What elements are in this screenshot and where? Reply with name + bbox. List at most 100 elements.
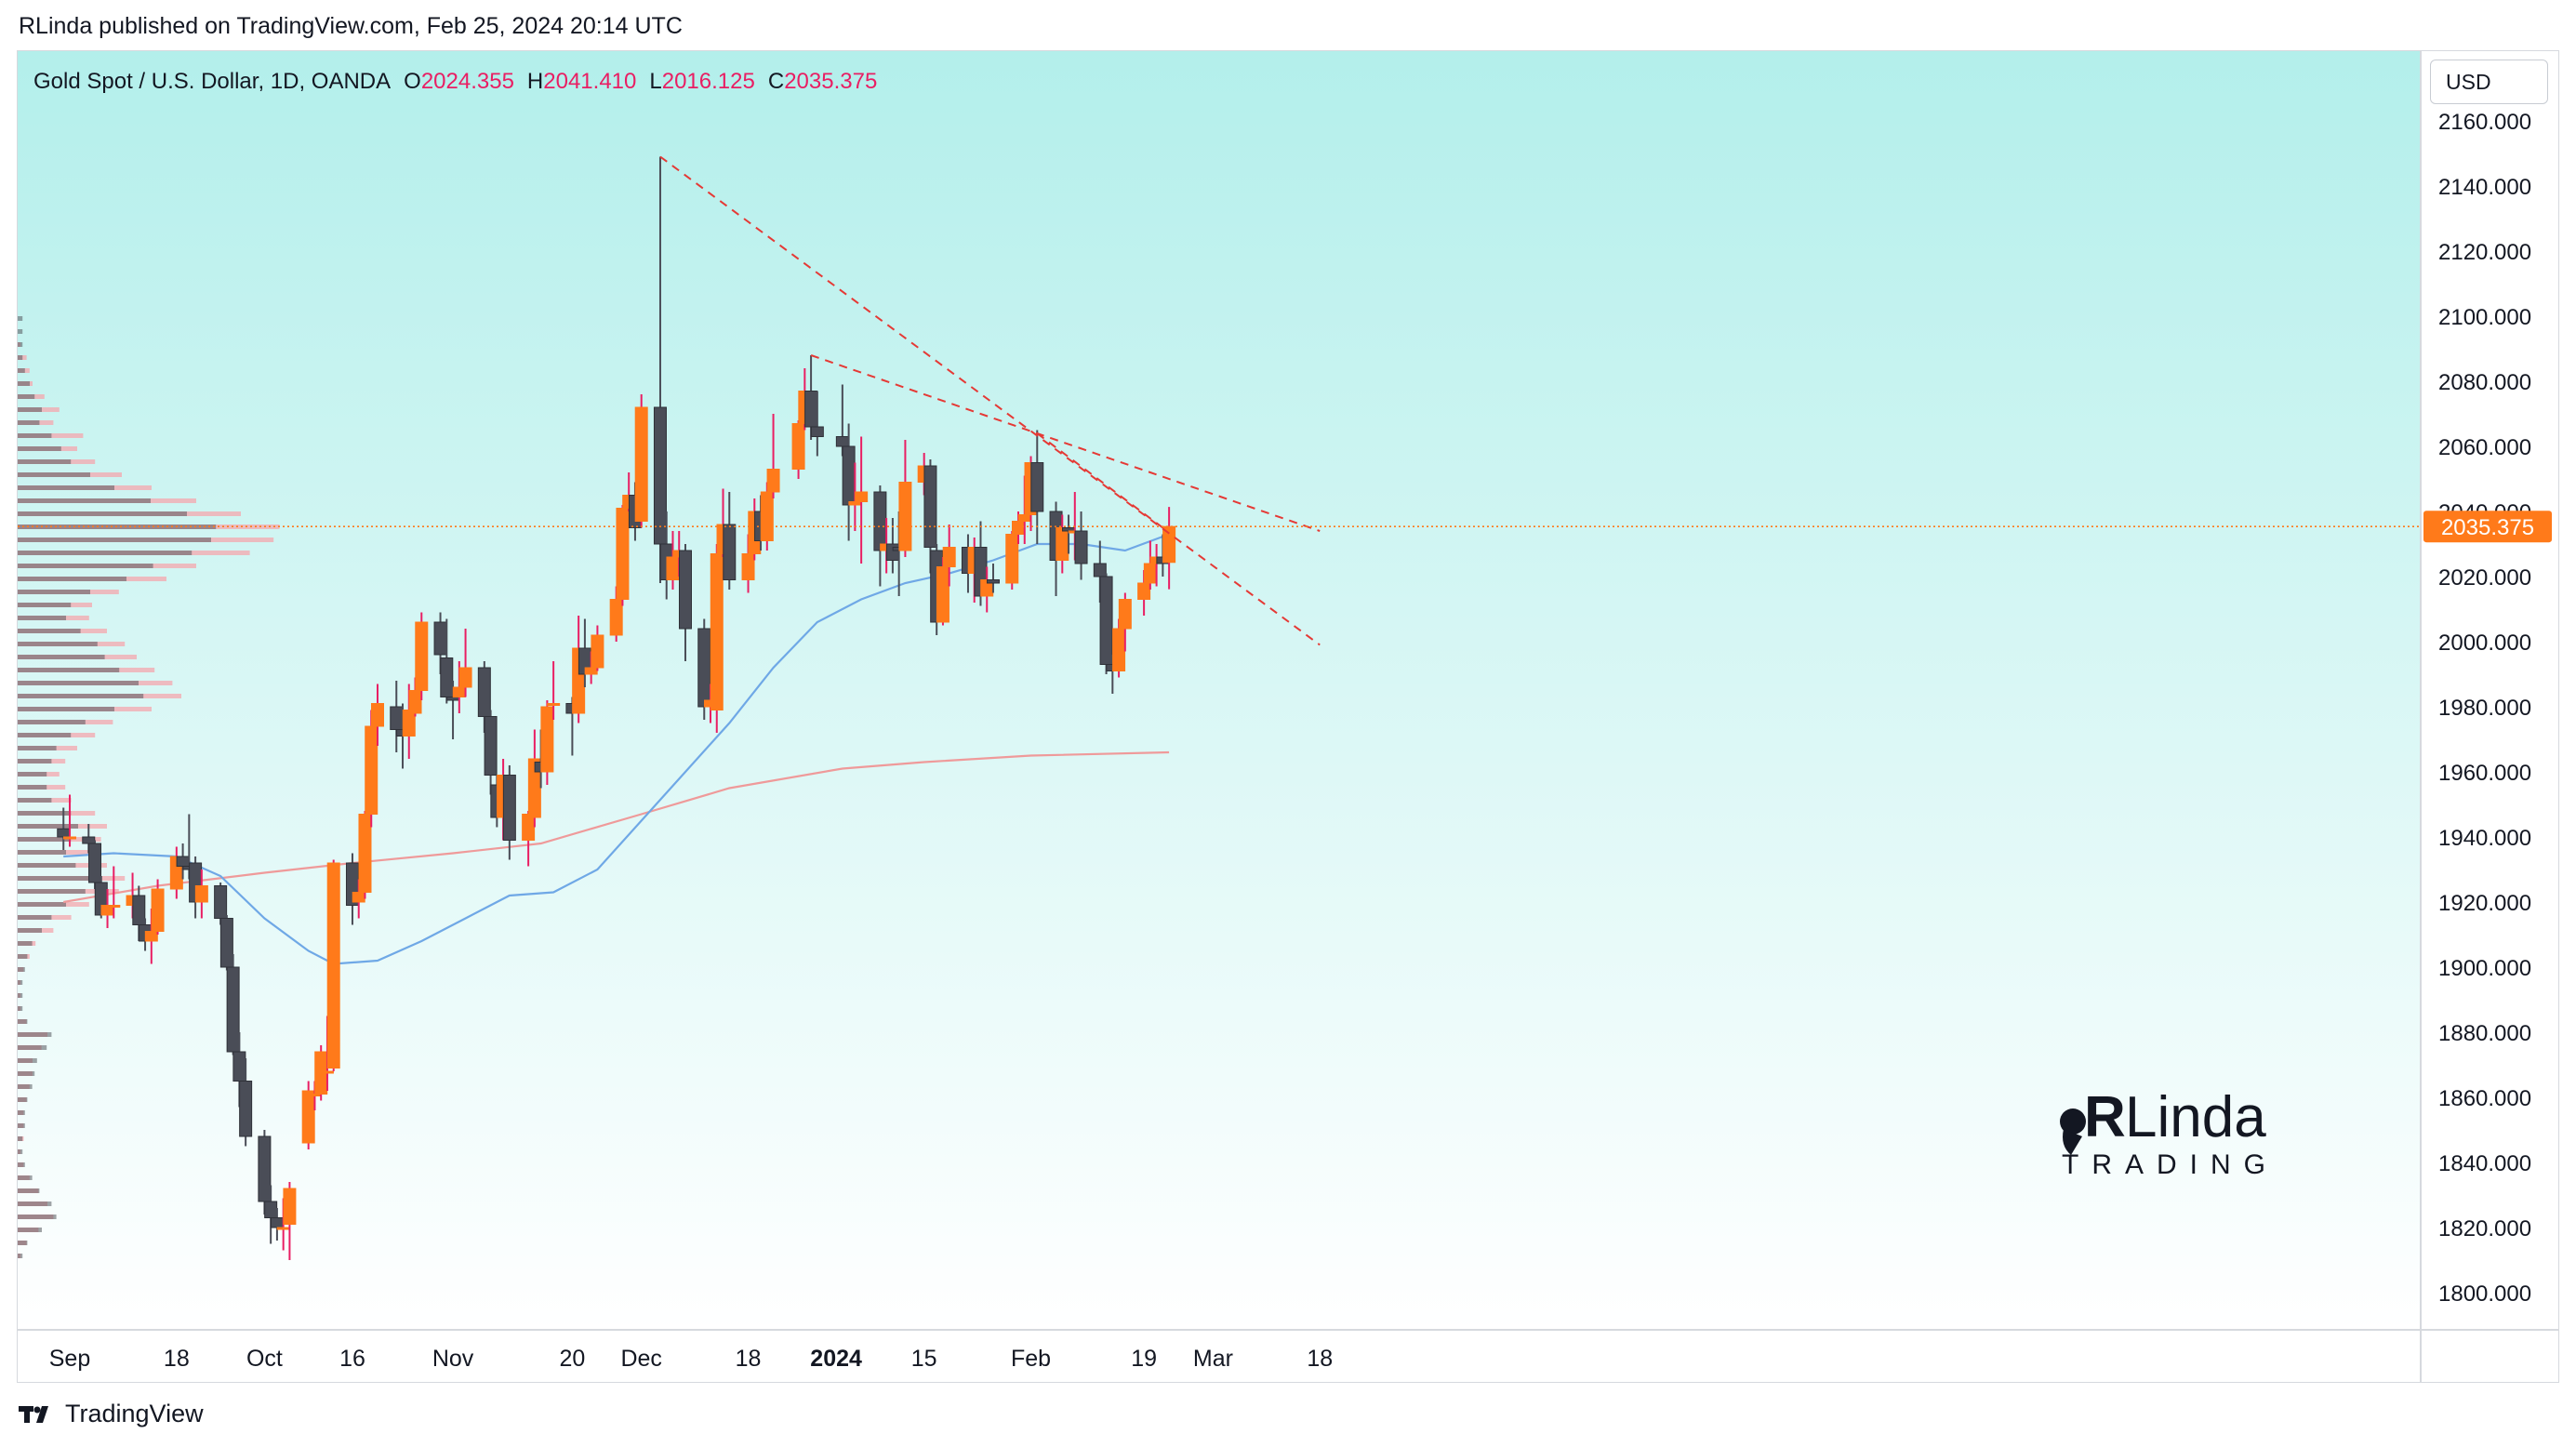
price-axis-label: 1920.000 — [2438, 891, 2531, 916]
candle-body — [634, 406, 648, 522]
volume-profile-bar-gray — [18, 1006, 23, 1011]
volume-profile-bar-gray — [18, 1032, 52, 1037]
candle-body — [710, 553, 724, 710]
candle — [219, 915, 233, 971]
candle-body — [591, 634, 604, 669]
candles — [57, 156, 1176, 1260]
price-axis-label: 2000.000 — [2438, 631, 2531, 656]
candle — [365, 710, 378, 828]
candle-body — [415, 621, 429, 691]
candle — [1074, 511, 1088, 580]
price-axis-label: 2140.000 — [2438, 175, 2531, 200]
candle-body — [653, 406, 667, 545]
candle — [710, 544, 724, 733]
candle — [616, 505, 630, 606]
chart-frame — [17, 50, 2559, 1383]
candle-body — [697, 628, 711, 708]
volume-profile-bar-gray — [18, 603, 72, 607]
currency-button[interactable]: USD — [2430, 60, 2548, 104]
time-axis-label: Oct — [246, 1346, 283, 1372]
open-value: 2024.355 — [420, 69, 514, 94]
symbol-title[interactable]: Gold Spot / U.S. Dollar, 1D, OANDA — [33, 69, 392, 94]
candle — [194, 870, 208, 919]
candle — [502, 765, 516, 860]
price-axis[interactable]: 2160.000 2140.000 2120.000 2100.000 2080.000… — [2438, 110, 2531, 1307]
candle — [151, 879, 165, 935]
volume-profile-bar-gray — [18, 1188, 40, 1193]
candle — [326, 859, 340, 1071]
candle — [440, 618, 454, 704]
candle — [1030, 430, 1044, 544]
candle — [873, 485, 887, 587]
volume-profile-bar-gray — [18, 655, 105, 659]
price-axis-label: 2020.000 — [2438, 565, 2531, 591]
volume-profile-bar-gray — [18, 368, 25, 373]
candle-body — [276, 1227, 290, 1230]
candle-body — [63, 836, 76, 840]
volume-profile-bar-gray — [18, 1045, 47, 1050]
volume-profile-bar-gray — [18, 446, 61, 451]
volume-profile-bar-gray — [18, 772, 47, 777]
candle-body — [365, 725, 378, 815]
candle — [63, 794, 76, 847]
volume-profile-bar-gray — [18, 720, 86, 724]
candle-body — [766, 469, 780, 493]
time-axis[interactable]: Sep 18 Oct 16 Nov 20 Dec 18 2024 15 Feb 19 Mar 18 — [49, 1346, 1333, 1372]
volume-profile-bar-gray — [18, 1254, 23, 1258]
price-axis-label: 2120.000 — [2438, 240, 2531, 265]
candle-body — [408, 690, 422, 714]
candle — [634, 394, 648, 528]
price-axis-label: 2080.000 — [2438, 370, 2531, 395]
volume-profile-bar-gray — [18, 1058, 37, 1063]
ohlc-legend: Gold Spot / U.S. Dollar, 1D, OANDA O2024.… — [33, 69, 877, 95]
candle — [226, 954, 240, 1055]
time-axis-label: 20 — [559, 1346, 585, 1372]
candle-body — [446, 697, 460, 701]
time-axis-label: 18 — [164, 1346, 190, 1372]
volume-profile-bar-gray — [18, 1241, 28, 1245]
volume-profile-bar-gray — [18, 1084, 33, 1089]
candle-body — [301, 1090, 315, 1144]
candle-body — [848, 501, 862, 506]
trendline — [659, 155, 1321, 646]
tradingview-footer-logo[interactable]: TradingView — [19, 1400, 204, 1428]
candle-body — [1143, 563, 1157, 584]
candle — [936, 557, 949, 626]
candle-body — [1012, 521, 1026, 535]
candle-body — [936, 566, 949, 623]
price-axis-label: 2060.000 — [2438, 435, 2531, 460]
candle-body — [502, 775, 516, 841]
volume-profile-bar-gray — [18, 1123, 25, 1128]
candle — [458, 629, 472, 697]
candle-body — [151, 888, 165, 932]
volume-profile-bar-gray — [18, 837, 72, 842]
candle — [370, 684, 384, 746]
volume-profile-bar-gray — [18, 785, 47, 790]
close-value: 2035.375 — [784, 69, 878, 94]
candle-body — [258, 1135, 272, 1202]
candle-body — [352, 892, 365, 903]
volume-profile-bar-gray — [18, 668, 120, 672]
time-axis-label: Feb — [1011, 1346, 1051, 1372]
volume-profile-bar-gray — [18, 433, 52, 438]
volume-profile-bar-gray — [18, 407, 42, 412]
candle-body — [219, 918, 233, 968]
last-price-tag-box — [2423, 511, 2552, 543]
candle-body — [194, 885, 208, 903]
candle — [88, 840, 102, 889]
svg-text:TRADING: TRADING — [2062, 1149, 2278, 1180]
price-axis-label: 2160.000 — [2438, 110, 2531, 135]
candle — [766, 414, 780, 498]
volume-profile-bar-gray — [18, 1228, 42, 1232]
volume-profile-bar-gray — [18, 902, 66, 907]
candle-body — [723, 524, 737, 580]
candle-body — [452, 686, 466, 697]
candle-body — [1118, 599, 1132, 630]
svg-text:Linda: Linda — [2125, 1085, 2266, 1149]
candle-body — [132, 895, 146, 925]
candle-body — [1017, 514, 1031, 522]
candle-body — [804, 391, 818, 428]
candle-body — [477, 667, 491, 717]
volume-profile-bar-gray — [18, 811, 72, 816]
